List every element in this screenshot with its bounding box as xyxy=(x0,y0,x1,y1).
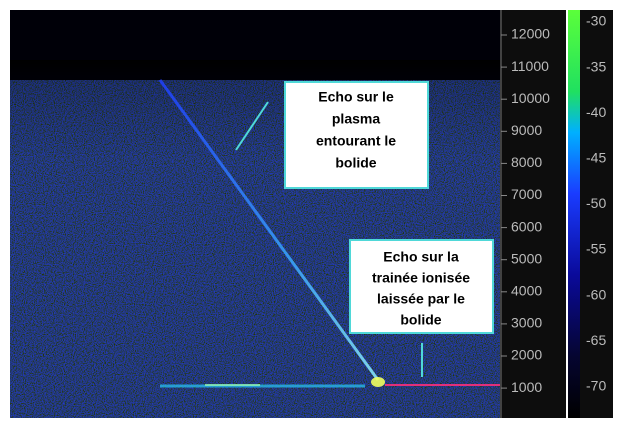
freq-label: 8000 xyxy=(511,154,542,170)
level-label: -50 xyxy=(586,195,606,211)
freq-label: 12000 xyxy=(511,26,550,42)
freq-labels: 12000 11000 10000 9000 8000 7000 6000 5000 4000 3… xyxy=(501,26,550,395)
annotation-line: bolide xyxy=(400,312,441,328)
colorbar xyxy=(568,10,580,418)
level-axis-panel xyxy=(580,10,613,418)
annotation-line: Echo sur la xyxy=(383,249,459,265)
level-label: -60 xyxy=(586,286,606,302)
annotation-box xyxy=(349,239,494,334)
freq-label: 4000 xyxy=(511,283,542,299)
freq-label: 11000 xyxy=(511,58,549,74)
freq-label: 3000 xyxy=(511,315,542,331)
freq-label: 1000 xyxy=(511,379,542,395)
freq-label: 5000 xyxy=(511,250,542,266)
pointer xyxy=(235,101,269,151)
annotation-line: plasma xyxy=(332,111,380,127)
level-labels: -30 -35 -40 -45 -50 -55 -60 -65 -70 xyxy=(586,13,606,394)
freq-label: 9000 xyxy=(511,122,542,138)
level-label: -35 xyxy=(586,58,606,74)
annotation-line: laissée par le xyxy=(377,291,465,307)
plasma-echo xyxy=(158,79,380,381)
level-label: -40 xyxy=(586,104,606,120)
level-label: -55 xyxy=(586,241,606,257)
level-label: -30 xyxy=(586,13,606,29)
annotation-line: entourant le xyxy=(316,133,396,149)
annotation-line: Echo sur le xyxy=(318,89,394,105)
level-label: -65 xyxy=(586,332,606,348)
annotation-box xyxy=(284,81,429,189)
impact-blob xyxy=(371,377,385,387)
level-label: -45 xyxy=(586,150,606,166)
annotations: Echo sur le plasma entourant le bolide Echo … xyxy=(316,89,470,328)
annotation-line: bolide xyxy=(335,155,376,171)
freq-label: 10000 xyxy=(511,90,550,106)
annotation-line: trainée ionisée xyxy=(372,270,470,286)
freq-label: 6000 xyxy=(511,218,542,234)
freq-axis-panel xyxy=(500,10,566,418)
level-label: -70 xyxy=(586,378,606,394)
freq-label: 2000 xyxy=(511,347,542,363)
freq-label: 7000 xyxy=(511,186,542,202)
